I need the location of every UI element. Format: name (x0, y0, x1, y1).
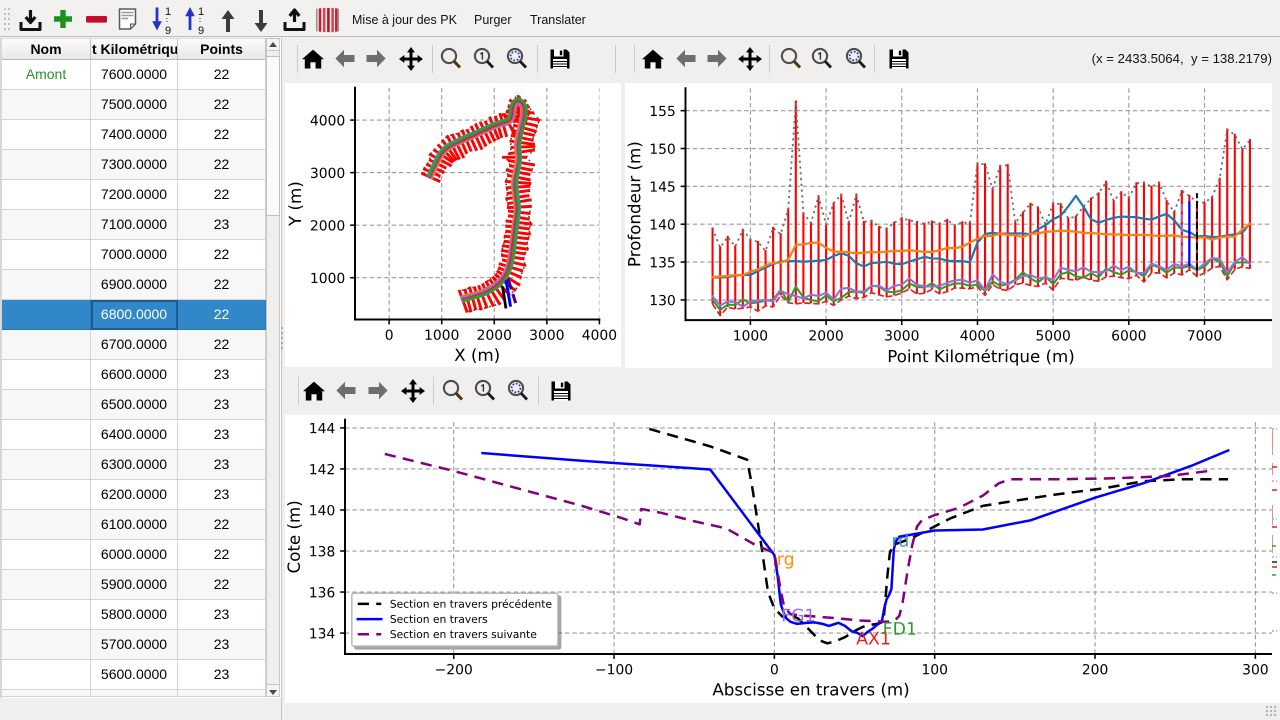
svg-text:9: 9 (198, 25, 204, 34)
svg-text:1: 1 (165, 6, 171, 18)
svg-text:9: 9 (165, 25, 171, 34)
svg-text:1: 1 (198, 6, 204, 18)
